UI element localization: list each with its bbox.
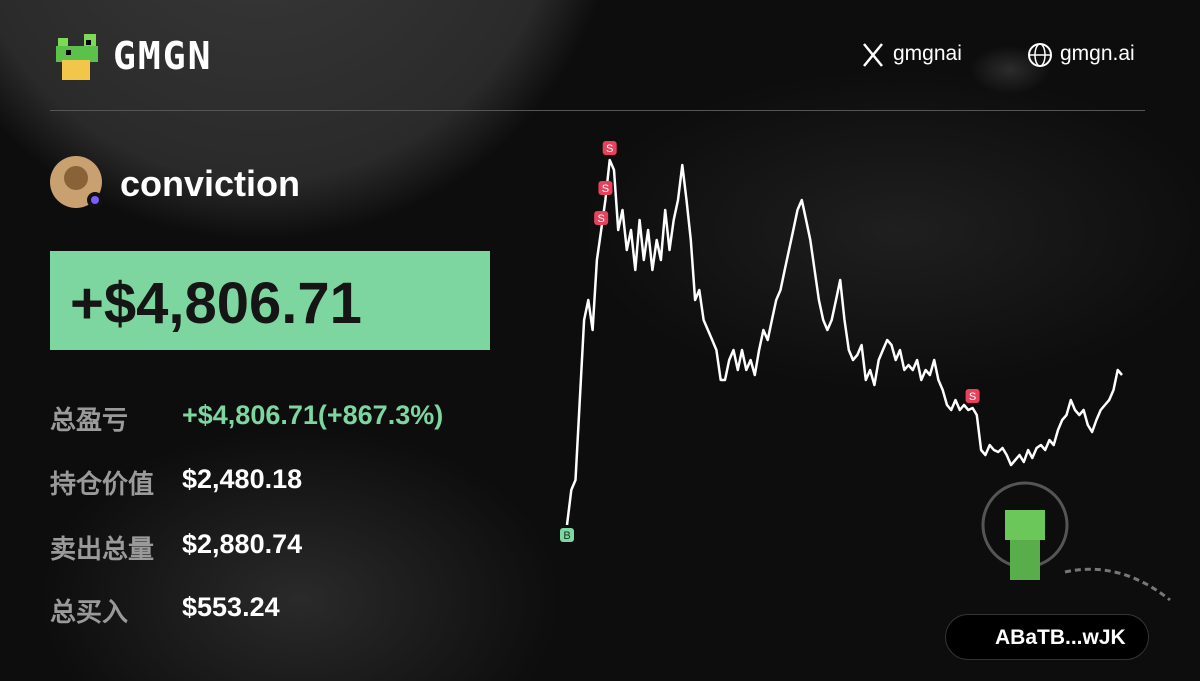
- trade-marker-label: S: [597, 213, 604, 225]
- stat-label: 总盈亏: [50, 405, 129, 435]
- price-line: [565, 158, 1123, 526]
- trade-marker-label: S: [606, 143, 613, 155]
- stat-value: $2,480.18: [182, 464, 303, 494]
- pnl-box: [50, 251, 490, 350]
- pnl: +$4,806.71: [70, 271, 362, 336]
- trade-marker: [602, 141, 617, 155]
- stat-label: 卖出总量: [50, 534, 155, 564]
- site-link[interactable]: gmgn.ai: [1060, 42, 1135, 65]
- trade-marker: [598, 181, 613, 195]
- wallet-address: ABaTB...wJK: [995, 626, 1126, 649]
- username: conviction: [120, 163, 301, 204]
- wallet-pill[interactable]: [945, 614, 1149, 660]
- mascot: [981, 481, 1171, 602]
- trade-marker: [965, 389, 980, 403]
- trade-marker-label: S: [969, 391, 976, 403]
- trade-marker-label: S: [602, 183, 609, 195]
- brand: GMGN: [113, 34, 213, 78]
- stat-value: +$4,806.71(+867.3%): [182, 400, 444, 430]
- trade-marker: [594, 211, 609, 225]
- stat-label: 总买入: [50, 597, 129, 627]
- stat-label: 持仓价值: [50, 469, 155, 499]
- trade-marker-label: B: [563, 530, 570, 542]
- trade-marker: [560, 528, 574, 542]
- x-link[interactable]: gmgnai: [893, 42, 962, 65]
- logo: [56, 34, 98, 80]
- stat-value: $2,880.74: [182, 529, 303, 559]
- stat-value: $553.24: [182, 592, 280, 622]
- divider: [50, 110, 1145, 111]
- avatar: [50, 156, 103, 208]
